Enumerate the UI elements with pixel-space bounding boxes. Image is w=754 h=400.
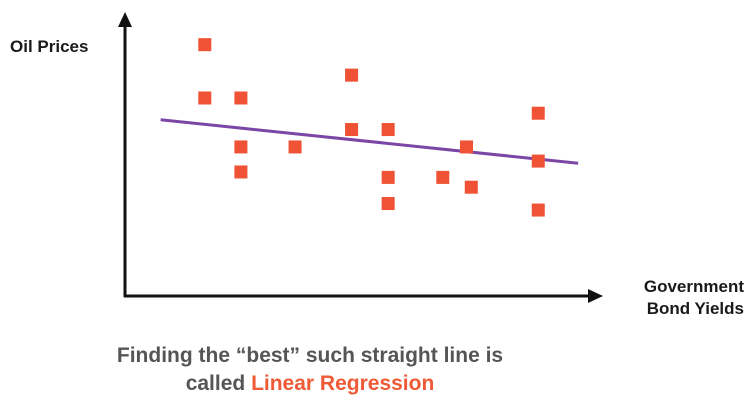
data-point-4 <box>234 140 248 154</box>
data-point-11 <box>381 197 395 211</box>
y-axis-label: Oil Prices <box>10 37 89 56</box>
x-axis-label-line-1: Government <box>643 277 744 296</box>
caption-line-2: called Linear Regression <box>0 370 620 398</box>
data-point-10 <box>381 170 395 184</box>
caption-highlight: Linear Regression <box>251 372 435 395</box>
data-point-15 <box>531 106 545 120</box>
data-point-9 <box>381 123 395 137</box>
data-point-5 <box>234 165 248 179</box>
caption-line-1: Finding the “best” such straight line is <box>116 344 504 367</box>
chart-axes <box>118 12 603 303</box>
data-point-3 <box>234 91 248 105</box>
data-point-6 <box>288 140 302 154</box>
data-point-2 <box>198 91 212 105</box>
x-axis-label-line-2: Bond Yields <box>646 299 744 318</box>
caption: Finding the “best” such straight line is… <box>0 342 620 398</box>
data-point-1 <box>198 38 212 52</box>
caption-prefix: called <box>185 372 252 395</box>
data-point-14 <box>464 180 478 194</box>
regression-line <box>160 118 579 165</box>
data-point-16 <box>531 154 545 168</box>
data-point-13 <box>460 140 474 154</box>
y-axis-arrow <box>118 12 132 27</box>
data-point-17 <box>531 203 545 217</box>
data-point-12 <box>436 170 450 184</box>
data-point-7 <box>345 68 359 82</box>
scatter-chart <box>118 12 603 303</box>
x-axis-arrow <box>588 289 603 303</box>
x-axis-label: Government Bond Yields <box>644 276 744 320</box>
data-point-8 <box>345 123 359 137</box>
